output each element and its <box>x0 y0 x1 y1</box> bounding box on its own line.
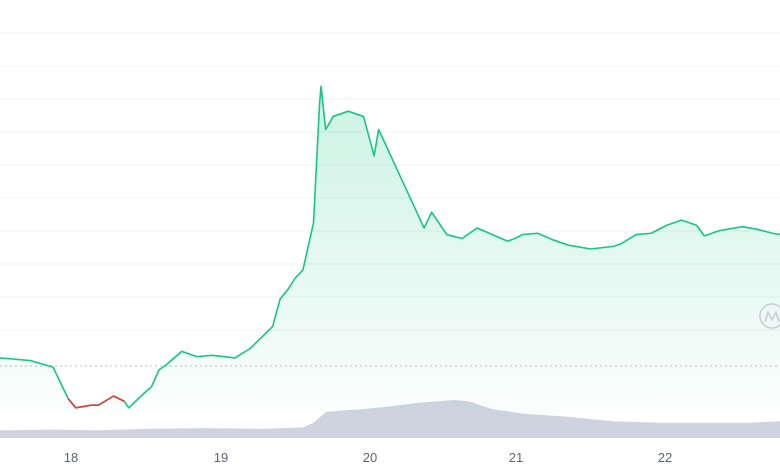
price-point <box>666 225 668 227</box>
price-point <box>756 229 758 231</box>
price-point <box>446 234 448 236</box>
price-point <box>635 234 637 236</box>
x-tick-label: 19 <box>214 450 228 465</box>
price-point <box>650 232 652 234</box>
price-point <box>52 366 54 368</box>
price-point <box>320 85 322 87</box>
price-point <box>319 103 321 105</box>
price-point <box>128 407 130 409</box>
price-point <box>373 155 375 157</box>
price-point <box>423 227 425 229</box>
price-point <box>249 348 251 350</box>
price-point <box>431 211 433 213</box>
x-tick-label: 20 <box>363 450 377 465</box>
x-tick-label: 21 <box>509 450 523 465</box>
price-point <box>325 129 327 131</box>
price-point <box>29 360 31 362</box>
price-point <box>514 238 516 240</box>
price-point <box>123 400 125 402</box>
price-area <box>0 86 780 412</box>
price-point <box>98 404 100 406</box>
price-point <box>158 369 160 371</box>
price-point <box>696 225 698 227</box>
price-point <box>113 395 115 397</box>
price-point <box>567 244 569 246</box>
price-point <box>90 404 92 406</box>
price-point <box>279 298 281 300</box>
price-point <box>772 232 774 234</box>
price-point <box>363 116 365 118</box>
volume-layer <box>0 400 780 438</box>
price-point <box>522 234 524 236</box>
price-point <box>166 364 168 366</box>
price-point <box>537 232 539 234</box>
price-point <box>196 356 198 358</box>
price-point <box>741 226 743 228</box>
price-line-series <box>0 85 780 409</box>
price-point <box>151 386 153 388</box>
price-point <box>719 230 721 232</box>
price-point <box>143 393 145 395</box>
price-point <box>287 289 289 291</box>
price-point <box>552 239 554 241</box>
price-point <box>14 358 16 360</box>
x-axis-ticks: 18 19 20 21 22 <box>64 450 672 465</box>
price-point <box>620 243 622 245</box>
price-point <box>613 246 615 248</box>
volume-area <box>0 400 780 438</box>
price-point <box>211 355 213 357</box>
price-point <box>332 116 334 118</box>
price-point <box>313 222 315 224</box>
price-point <box>461 238 463 240</box>
watermark-logo-icon <box>759 303 780 329</box>
price-point <box>348 110 350 112</box>
price-point <box>75 407 77 409</box>
price-point <box>302 269 304 271</box>
price-point <box>476 227 478 229</box>
price-point <box>234 357 236 359</box>
price-point <box>408 194 410 196</box>
price-point <box>295 277 297 279</box>
price-point <box>67 398 69 400</box>
price-point <box>703 235 705 237</box>
price-area-layer <box>0 86 780 412</box>
price-point <box>393 162 395 164</box>
price-point <box>272 326 274 328</box>
price-point <box>378 129 380 131</box>
price-point <box>181 351 183 353</box>
price-line-down-segment <box>67 395 125 409</box>
x-tick-label: 22 <box>658 450 672 465</box>
price-point <box>681 219 683 221</box>
price-point <box>590 248 592 250</box>
price-point <box>507 240 509 242</box>
price-line-layer <box>0 85 780 409</box>
x-tick-label: 18 <box>64 450 78 465</box>
